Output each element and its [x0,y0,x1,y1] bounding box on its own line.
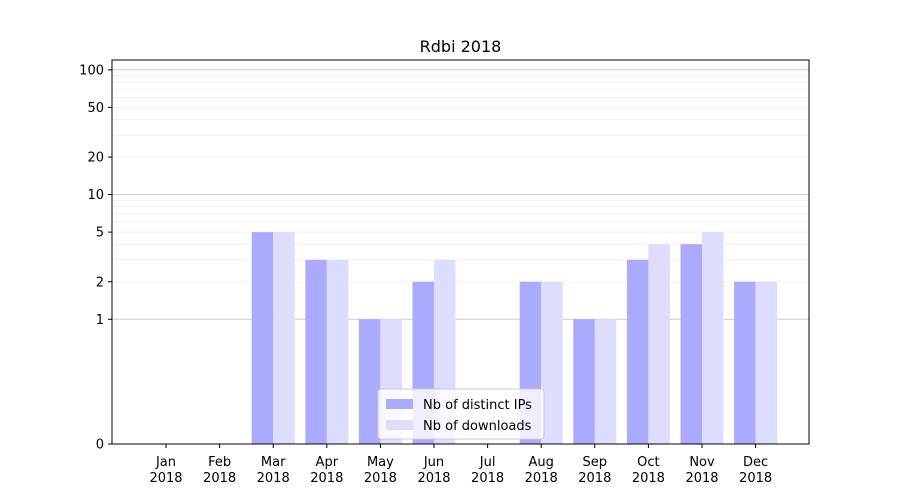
x-tick-label: Nov 2018 [685,455,718,486]
bar-downloads [702,232,724,444]
legend-box [377,388,545,440]
grid-layer [112,69,809,320]
x-tick-label: Dec 2018 [739,455,772,486]
bar-ips [251,232,274,444]
x-tick-label: Aug 2018 [525,455,558,486]
x-tick-label: Sep 2018 [578,455,611,486]
y-tick-label: 20 [87,151,104,166]
bar-ips [305,259,327,444]
legend-swatch [386,420,413,430]
y-tick-label: 2 [96,275,104,290]
x-tick-label: May 2018 [364,455,397,486]
legend-label: Nb of distinct IPs [423,398,532,413]
y-tick-label: 10 [87,188,104,203]
legend-label: Nb of downloads [423,419,532,434]
plot-frame [111,59,810,445]
y-tick-label: 1 [96,313,104,328]
chart-title: Rdbi 2018 [420,37,502,56]
bar-downloads [594,319,617,444]
bar-downloads [273,232,295,444]
bar-downloads [326,259,349,444]
x-tick-label: Oct 2018 [632,455,665,486]
x-tick-label: Jul 2018 [471,455,504,486]
x-tick-label: Jan 2018 [149,455,182,486]
y-axis: 0 1 2 5 10 20 50 100 [79,63,112,453]
y-tick-label: 50 [87,101,104,116]
y-tick-label: 5 [96,226,104,241]
legend: Nb of distinct IPs Nb of downloads [377,388,545,440]
bar-downloads [755,281,778,444]
bar-downloads [648,244,670,444]
bar-ips [573,319,595,444]
legend-swatch [386,399,413,409]
bar-ips [358,319,381,444]
bar-downloads [541,281,563,444]
y-tick-label: 0 [96,438,104,453]
bar-ips [734,281,756,444]
x-tick-label: Feb 2018 [203,455,236,486]
x-tick-label: Mar 2018 [257,455,290,486]
x-axis: Jan 2018 Feb 2018 Mar 2018 Apr 2018 May 2018 Jun 20… [149,444,772,486]
bar-ips [626,259,649,444]
x-tick-label: Jun 2018 [417,455,450,486]
y-tick-label: 100 [79,63,104,78]
bar-ips [680,244,702,444]
x-tick-label: Apr 2018 [310,455,343,486]
